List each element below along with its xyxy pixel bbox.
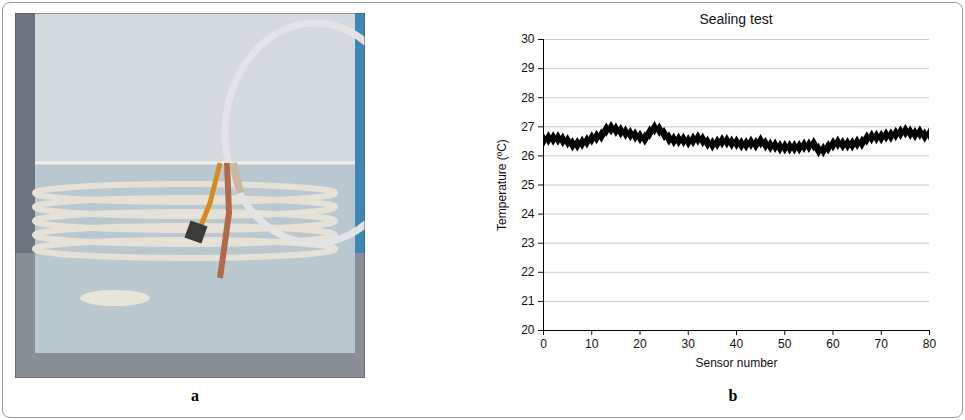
svg-text:30: 30 <box>521 32 535 46</box>
svg-text:23: 23 <box>521 236 535 250</box>
svg-text:29: 29 <box>521 61 535 75</box>
svg-text:28: 28 <box>521 91 535 105</box>
html-text:b: b <box>728 387 738 404</box>
svg-text:70: 70 <box>875 337 889 351</box>
html-text:a: a <box>191 387 199 404</box>
svg-text:22: 22 <box>521 265 535 279</box>
svg-text:Temperature (ºC): Temperature (ºC) <box>495 139 509 231</box>
svg-text:24: 24 <box>521 207 535 221</box>
svg-text:Sensor number: Sensor number <box>695 356 777 370</box>
svg-text:25: 25 <box>521 178 535 192</box>
svg-text:0: 0 <box>540 337 547 351</box>
svg-text:10: 10 <box>585 337 599 351</box>
svg-text:50: 50 <box>778 337 792 351</box>
svg-text:80: 80 <box>923 337 937 351</box>
svg-text:27: 27 <box>521 120 535 134</box>
svg-text:26: 26 <box>521 149 535 163</box>
html-text:Sealing test: Sealing test <box>699 11 773 27</box>
svg-text:40: 40 <box>730 337 744 351</box>
svg-text:30: 30 <box>682 337 696 351</box>
svg-text:20: 20 <box>633 337 647 351</box>
svg-text:60: 60 <box>826 337 840 351</box>
svg-text:20: 20 <box>521 323 535 337</box>
svg-text:21: 21 <box>521 294 535 308</box>
